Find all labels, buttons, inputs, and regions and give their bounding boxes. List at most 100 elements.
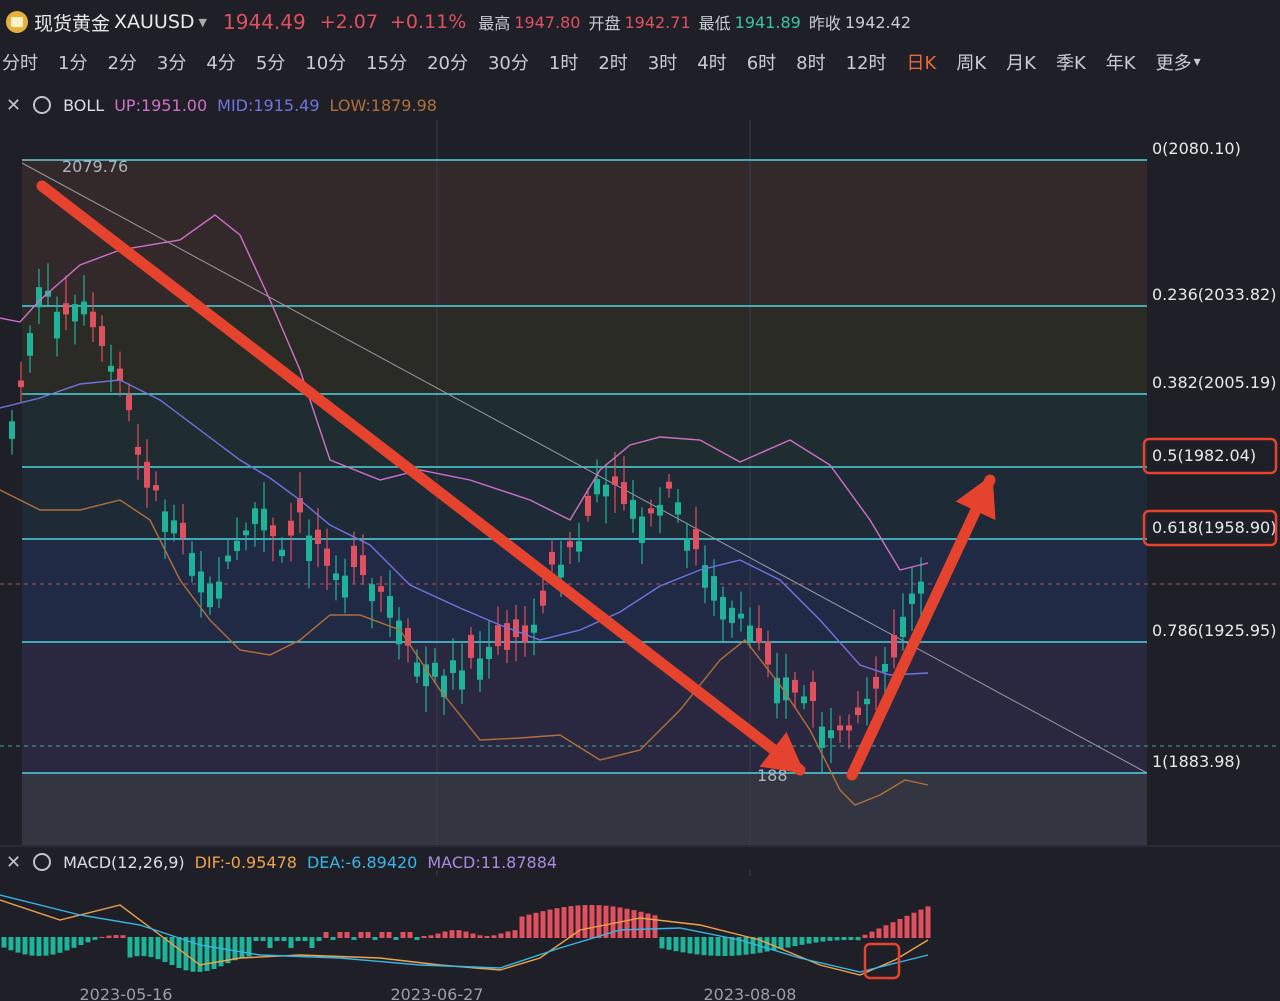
macd-bar [260,937,266,941]
candle-body [801,696,807,704]
close-icon[interactable]: ✕ [6,851,22,873]
macd-bar [701,937,707,956]
fib-band [22,642,1147,773]
tab-timeframe[interactable]: 20分 [427,53,468,74]
tab-timeframe[interactable]: 12时 [845,53,887,74]
high-value: 1947.80 [514,12,581,32]
tab-timeframe[interactable]: 4时 [697,53,727,74]
candle-body [414,662,420,677]
tab-timeframe[interactable]: 年K [1105,53,1136,74]
tab-timeframe[interactable]: 8时 [796,53,826,74]
candle-body [891,634,897,658]
candle-body [387,596,393,618]
macd-bar [911,912,917,938]
macd-bar [239,937,245,958]
macd-bar [505,931,511,938]
high-price-label: 2079.76 [62,157,128,176]
candle-body [774,677,780,704]
macd-bar [834,937,840,941]
macd-bar [281,937,287,941]
down-arrow-head [759,731,805,774]
tab-timeframe[interactable]: 2时 [598,53,628,74]
macd-bar [85,937,91,943]
tab-timeframe[interactable]: 3时 [647,53,678,74]
macd-bar [470,933,476,938]
tab-timeframe[interactable]: 周K [956,53,987,74]
tab-timeframe[interactable]: 6时 [746,53,777,74]
tab-timeframe[interactable]: 季K [1055,53,1086,74]
tab-timeframe[interactable]: 10分 [305,53,347,74]
close-icon[interactable]: ✕ [6,94,22,116]
macd-bar [715,937,721,956]
tab-timeframe[interactable]: 5分 [255,53,286,74]
candle-body [378,586,384,592]
tab-timeframe[interactable]: 4分 [206,53,236,74]
fib-label: 1(1883.98) [1152,752,1241,771]
fib-label: 0.382(2005.19) [1152,373,1276,392]
macd-bar [288,937,294,948]
tab-timeframe[interactable]: 15分 [366,53,408,74]
tab-timeframe[interactable]: 2分 [107,53,137,74]
chevron-down-icon[interactable]: ▼ [198,15,208,29]
candle-body [198,571,204,593]
candle-body [873,676,879,689]
macd-value: MACD:11.87884 [427,852,558,872]
symbol-name[interactable]: 现货黄金 [34,12,111,35]
candle-body [504,623,510,650]
date-label: 2023-06-27 [391,985,484,1001]
macd-bar [519,916,525,938]
macd-bar [211,937,217,970]
macd-bar [498,933,504,938]
macd-bar [491,935,497,938]
tab-timeframe[interactable]: 更多 [1155,53,1192,74]
candle-body [675,502,681,515]
macd-bar [855,937,861,941]
candle-body [486,646,492,659]
macd-bar [904,915,910,938]
settings-icon[interactable] [33,853,52,871]
tab-timeframe[interactable]: 30分 [487,53,529,74]
fib-band [22,160,1147,306]
candle-body [261,508,267,531]
tab-timeframe[interactable]: 分时 [2,53,38,74]
settings-icon[interactable] [33,96,52,114]
candle-body [693,529,699,550]
candle-body [828,730,834,739]
high-label: 最高 [478,14,511,33]
candle-body [9,421,15,439]
macd-bar [407,932,413,938]
macd-bar [526,914,532,938]
chevron-down-icon[interactable]: ▾ [1193,54,1201,70]
macd-bar [540,911,546,938]
macd-bar [71,937,77,948]
candle-body [567,541,573,548]
fib-label: 0.786(1925.95) [1152,621,1276,640]
candle-body [54,311,60,339]
macd-dea-line [0,894,929,973]
candle-body [27,333,33,356]
tab-timeframe[interactable]: 3分 [156,53,187,74]
tab-timeframe[interactable]: 日K [906,53,937,74]
tab-timeframe[interactable]: 1时 [548,53,579,74]
boll-up: UP:1951.00 [114,95,208,115]
candle-body [900,616,906,638]
boll-lower-line [0,489,929,806]
date-label: 2023-08-08 [704,985,797,1001]
fib-band [22,773,1147,845]
macd-bar [274,937,280,941]
tab-timeframe[interactable]: 1分 [58,53,88,74]
macd-bar [29,937,35,956]
macd-bar [820,937,826,942]
gold-icon [6,11,28,33]
tab-timeframe[interactable]: 月K [1006,53,1036,74]
candle-body [405,627,411,646]
symbol-code[interactable]: XAUUSD [114,11,195,33]
macd-bar [771,937,777,951]
candle-body [162,511,168,532]
candle-body [846,725,852,731]
candle-body [207,583,213,608]
macd-bar [477,935,483,938]
macd-bar [484,935,490,938]
macd-bar [631,910,637,938]
